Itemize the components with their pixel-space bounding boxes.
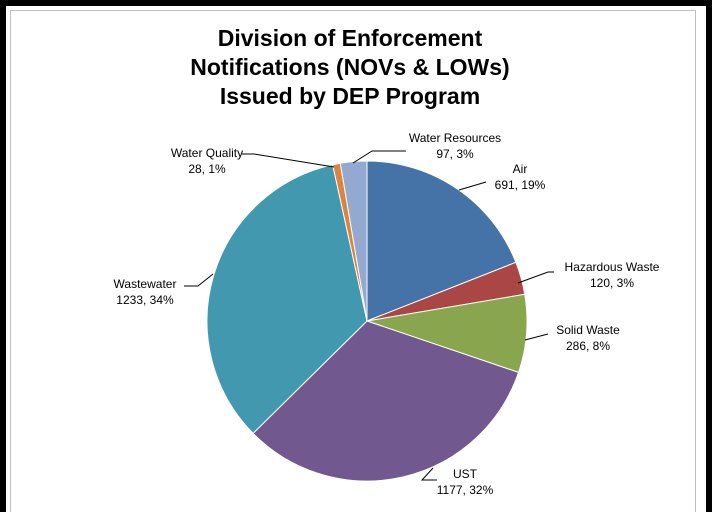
slice-value-label-wastewater: 1233, 34% [116,293,174,307]
slice-label-hazardous-waste: Hazardous Waste [565,260,660,274]
slice-value-label-ust: 1177, 32% [437,483,494,497]
leader-line-air [458,181,487,191]
chart-title-line-3: Issued by DEP Program [219,83,481,109]
chart-title-line-2: Notifications (NOVs & LOWs) [190,54,510,80]
leader-line-hazardous-waste [517,271,554,284]
leader-line-wastewater [184,273,214,287]
chart-title: Division of Enforcement Notifications (N… [160,24,540,111]
pie-slice-air [366,160,517,322]
slice-value-label-water-quality: 28, 1% [188,162,226,176]
chart-title-line-1: Division of Enforcement [217,25,483,51]
pie-slice-water-resources [339,160,368,322]
leader-line-ust [420,467,437,481]
slice-value-label-solid-waste: 286, 8% [566,339,610,353]
pie-slice-wastewater [206,164,368,435]
chart-area [10,10,696,512]
slice-value-label-water-resources: 97, 3% [436,147,474,161]
slice-label-water-quality: Water Quality [171,146,243,160]
slice-label-ust: UST [453,467,478,481]
pie-slice-ust [252,320,520,482]
leader-line-water-quality [242,153,335,168]
slice-value-label-hazardous-waste: 120, 3% [590,276,634,290]
leader-line-water-resources [352,150,406,164]
slice-value-label-air: 691, 19% [495,178,546,192]
leader-line-solid-waste [524,333,549,341]
slice-label-air: Air [513,162,528,176]
slice-label-solid-waste: Solid Waste [556,323,620,337]
slice-label-water-resources: Water Resources [409,131,501,145]
slice-label-wastewater: Wastewater [114,277,177,291]
